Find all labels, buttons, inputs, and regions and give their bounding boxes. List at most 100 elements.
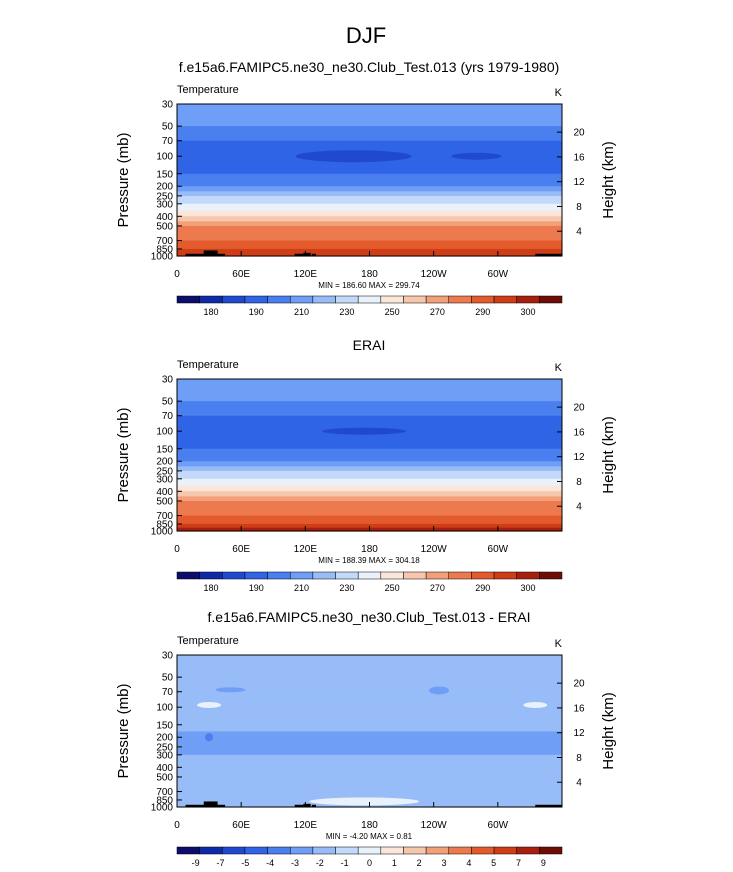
contour-band — [177, 791, 562, 797]
colorbar-label: 300 — [521, 307, 536, 317]
colorbar-swatch — [199, 571, 223, 580]
colorbar-swatch — [425, 846, 450, 855]
colorbar-label: 190 — [249, 307, 264, 317]
y-tick-label: 250 — [156, 742, 173, 753]
contour-band — [177, 496, 562, 502]
colorbar-swatch — [539, 571, 563, 580]
contour-band — [177, 655, 562, 669]
colorbar-swatch — [222, 846, 246, 855]
y2-tick-label: 12 — [573, 177, 585, 188]
colorbar-swatch — [289, 846, 314, 855]
contour-band — [177, 485, 562, 492]
y-tick-label: 70 — [162, 136, 174, 147]
colorbar-swatch — [425, 571, 450, 580]
topography-mask — [303, 803, 311, 807]
topography-mask — [303, 252, 311, 256]
y-tick-label: 1000 — [151, 803, 174, 814]
colorbar-label: 230 — [339, 307, 354, 317]
y-tick-label: 300 — [156, 474, 173, 485]
panels-group: f.e15a6.FAMIPC5.ne30_ne30.Club_Test.013 … — [115, 59, 617, 868]
stats-label: MIN = 186.60 MAX = 299.74 — [318, 281, 420, 290]
colorbar-swatch — [471, 846, 495, 855]
colorbar-label: 230 — [339, 583, 354, 593]
contour-band — [177, 707, 562, 718]
colorbar-swatch — [335, 846, 359, 855]
contour-band — [177, 772, 562, 778]
y-tick-label: 700 — [156, 787, 173, 798]
colorbar-swatch — [335, 295, 359, 304]
contour-band — [177, 440, 562, 450]
colorbar-label: -2 — [316, 858, 324, 868]
contour-band — [177, 191, 562, 197]
y-tick-label: 30 — [162, 375, 174, 386]
panel-left-label: Temperature — [177, 635, 239, 647]
y-tick-label: 70 — [162, 411, 174, 422]
colorbar-label: 180 — [203, 583, 218, 593]
contour-band — [177, 776, 562, 786]
contour-band — [177, 401, 562, 410]
contour-blob — [451, 152, 502, 160]
topography-mask — [203, 801, 218, 807]
colorbar-swatch — [539, 846, 563, 855]
colorbar-swatch — [471, 571, 495, 580]
contour-blob — [523, 701, 548, 708]
y-tick-label: 30 — [162, 100, 174, 111]
colorbar-label: 9 — [541, 858, 546, 868]
colorbar-swatch — [493, 295, 517, 304]
contour-band — [177, 165, 562, 175]
stats-label: MIN = -4.20 MAX = 0.81 — [326, 832, 413, 841]
colorbar-label: 0 — [367, 858, 372, 868]
topography-mask — [294, 804, 304, 807]
y-tick-label: 700 — [156, 236, 173, 247]
colorbar-swatch — [289, 295, 314, 304]
y-tick-label: 150 — [156, 720, 173, 731]
x-tick-label: 60E — [232, 820, 250, 831]
colorbar-swatch — [493, 846, 517, 855]
contour-band — [177, 685, 562, 693]
contour-band — [177, 186, 562, 192]
contour-band — [177, 754, 562, 763]
colorbar-swatch — [335, 571, 359, 580]
panel-right-label: K — [555, 638, 563, 650]
y2-tick-label: 20 — [573, 403, 585, 414]
y-tick-label: 400 — [156, 763, 173, 774]
colorbar-swatch — [176, 571, 200, 580]
contour-band — [177, 691, 562, 701]
contour-band — [177, 391, 562, 402]
figure-title: DJF — [346, 23, 386, 48]
contour-band — [177, 784, 562, 793]
x-tick-label: 180 — [361, 820, 378, 831]
y-axis-label: Pressure (mb) — [115, 683, 132, 778]
contour-band — [177, 737, 562, 743]
panel-1: f.e15a6.FAMIPC5.ne30_ne30.Club_Test.013 … — [115, 59, 617, 317]
y-tick-label: 150 — [156, 169, 173, 180]
y-tick-label: 150 — [156, 444, 173, 455]
x-tick-label: 120E — [294, 269, 318, 280]
x-tick-label: 60E — [232, 269, 250, 280]
contour-band — [177, 508, 562, 517]
y2-tick-label: 16 — [573, 703, 585, 714]
contour-band — [177, 761, 562, 768]
contour-band — [177, 461, 562, 467]
contour-band — [177, 700, 562, 708]
contour-band — [177, 746, 562, 752]
colorbar-swatch — [312, 295, 336, 304]
contour-band — [177, 491, 562, 497]
colorbar-label: 290 — [475, 307, 490, 317]
colorbar-label: -5 — [241, 858, 249, 868]
contour-band — [177, 126, 562, 135]
colorbar-swatch — [357, 846, 382, 855]
colorbar-swatch — [380, 571, 404, 580]
colorbar-label: -3 — [291, 858, 299, 868]
colorbar-swatch — [403, 571, 427, 580]
topography-mask — [535, 804, 562, 807]
panel-title: f.e15a6.FAMIPC5.ne30_ne30.Club_Test.013 … — [179, 59, 560, 75]
contour-band — [177, 470, 562, 476]
colorbar-label: 300 — [521, 583, 536, 593]
colorbar-label: 3 — [442, 858, 447, 868]
colorbar-swatch — [176, 295, 200, 304]
y-tick-label: 50 — [162, 397, 174, 408]
contour-band — [177, 216, 562, 222]
